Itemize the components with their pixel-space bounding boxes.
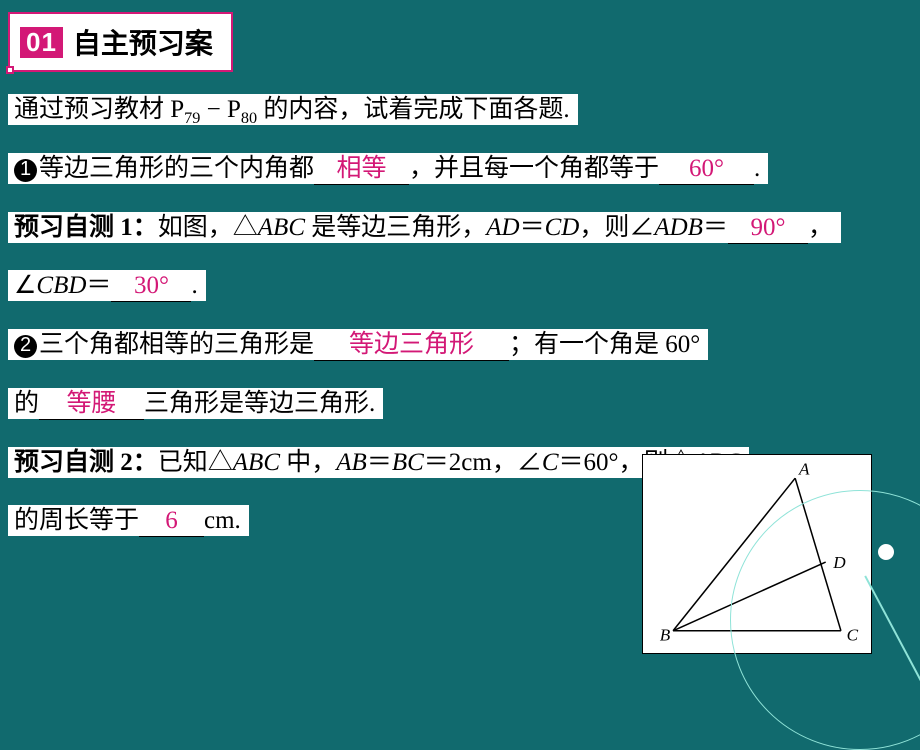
t1-cbd: CBD xyxy=(36,272,86,299)
item2-ans-b: 等腰 xyxy=(67,390,117,417)
intro-text: 通过预习教材 P79 − P80 的内容，试着完成下面各题. xyxy=(8,94,578,125)
svg-text:B: B xyxy=(660,625,671,644)
t2-c: C xyxy=(542,449,559,476)
t1-ans1: 90° xyxy=(750,214,785,241)
t1-ad: AD xyxy=(486,214,519,241)
t1-f: ∠ xyxy=(14,272,36,299)
item2-a: 三个角都相等的三角形是 xyxy=(39,331,314,358)
t2-c2: 的周长等于 xyxy=(14,507,139,534)
item-2-row-2: 的 等腰三角形是等边三角形. xyxy=(8,380,912,429)
t1-h: . xyxy=(191,272,197,299)
item1-a: 等边三角形的三个内角都 xyxy=(39,155,314,182)
bullet-1-icon: 1 xyxy=(14,159,37,182)
item2-c: 的 xyxy=(14,390,39,417)
t2-ab: AB xyxy=(336,449,367,476)
t1-cd: CD xyxy=(545,214,580,241)
item2-blank-b: 等腰 xyxy=(39,389,144,420)
svg-text:A: A xyxy=(798,461,810,478)
intro-sub2: 80 xyxy=(241,109,257,127)
t2-d: cm. xyxy=(204,507,241,534)
section-code: 01 xyxy=(20,27,63,58)
t1-blank-2: 30° xyxy=(111,271,191,302)
t2-blank: 6 xyxy=(139,506,204,537)
t1-c: ，则∠ xyxy=(579,214,654,241)
intro-pre: 通过预习教材 P xyxy=(14,96,184,123)
item-1-text: 1等边三角形的三个内角都相等 ，并且每一个角都等于 60°. xyxy=(8,153,768,184)
t1-blank-1: 90° xyxy=(728,213,808,244)
intro-mid: − P xyxy=(200,96,241,123)
section-title: 自主预习案 xyxy=(73,22,213,62)
t1-g: ＝ xyxy=(86,272,111,299)
item2-ans-a: 等边三角形 xyxy=(349,331,474,358)
item1-c: . xyxy=(754,155,760,182)
header-corner-decoration xyxy=(6,66,14,74)
t2-eq2: ＝2cm，∠ xyxy=(424,449,542,476)
t2-ans: 6 xyxy=(165,507,178,534)
selftest-1-row-2: ∠CBD＝ 30°. xyxy=(8,262,912,311)
t1-eq: ＝ xyxy=(520,214,545,241)
intro-sub1: 79 xyxy=(184,109,200,127)
t2-b: 中， xyxy=(280,449,336,476)
t1-e: ， xyxy=(808,214,833,241)
bullet-2-icon: 2 xyxy=(14,335,37,358)
section-header: 01 自主预习案 xyxy=(8,12,233,72)
item1-ans-b: 60° xyxy=(689,155,724,182)
selftest-1-row: 预习自测 1：如图，△ABC 是等边三角形，AD＝CD，则∠ADB＝90°， xyxy=(8,204,912,253)
selftest-1-text-2: ∠CBD＝ 30°. xyxy=(8,270,206,301)
intro-post: 的内容，试着完成下面各题. xyxy=(257,96,570,123)
t2-eq1: ＝ xyxy=(367,449,392,476)
item1-b: ，并且每一个角都等于 xyxy=(409,155,659,182)
t1-ans2: 30° xyxy=(134,272,169,299)
item1-blank-b: 60° xyxy=(659,154,754,185)
item2-blank-a: 等边三角形 xyxy=(314,330,509,361)
selftest-1-text: 预习自测 1：如图，△ABC 是等边三角形，AD＝CD，则∠ADB＝90°， xyxy=(8,212,841,243)
item-2-row: 2三个角都相等的三角形是 等边三角形 ；有一个角是 60° xyxy=(8,321,912,370)
selftest-2-text: 预习自测 2：已知△ABC 中，AB＝BC＝2cm，∠C＝60°，则△ABC xyxy=(8,447,749,478)
deco-dot xyxy=(878,544,894,560)
item2-d: 三角形是等边三角形. xyxy=(144,390,375,417)
t1-b: 是等边三角形， xyxy=(305,214,486,241)
t2-bc: BC xyxy=(392,449,424,476)
test2-label: 预习自测 2： xyxy=(14,449,158,476)
item-2-text-2: 的 等腰三角形是等边三角形. xyxy=(8,388,383,419)
t1-a: 如图，△ xyxy=(158,214,258,241)
t1-d: ＝ xyxy=(703,214,728,241)
t1-abc: ABC xyxy=(258,214,305,241)
t2-abc: ABC xyxy=(233,449,280,476)
item1-blank-a: 相等 xyxy=(314,154,409,185)
item1-ans-a: 相等 xyxy=(337,155,387,182)
test1-label: 预习自测 1： xyxy=(14,214,158,241)
t2-a: 已知△ xyxy=(158,449,233,476)
selftest-2-text-2: 的周长等于 6 cm. xyxy=(8,505,249,536)
item-1-row: 1等边三角形的三个内角都相等 ，并且每一个角都等于 60°. xyxy=(8,145,912,194)
t1-adb: ADB xyxy=(654,214,703,241)
item-2-text: 2三个角都相等的三角形是 等边三角形 ；有一个角是 60° xyxy=(8,329,708,360)
item2-b: ；有一个角是 60° xyxy=(509,331,700,358)
intro-row: 通过预习教材 P79 − P80 的内容，试着完成下面各题. xyxy=(8,86,912,135)
